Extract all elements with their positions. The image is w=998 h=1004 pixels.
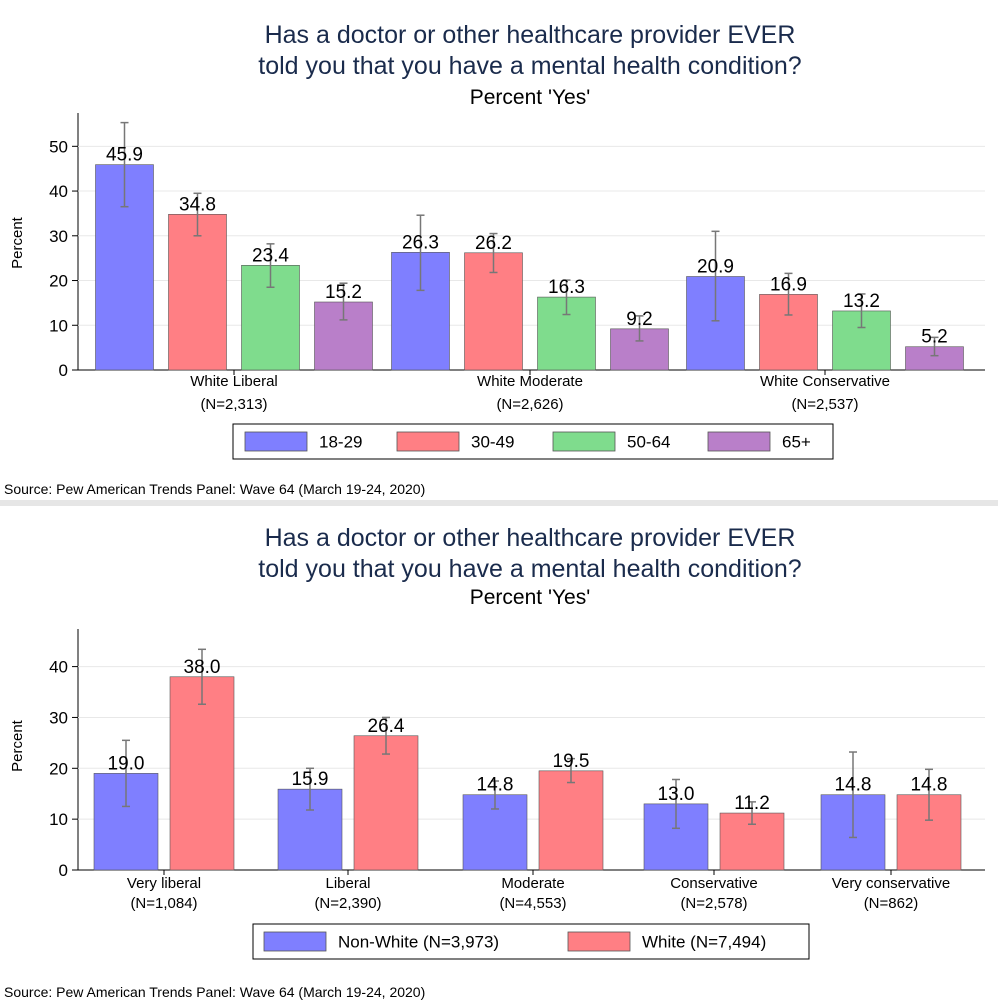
x-tick-sample-size: (N=2,578) (680, 895, 747, 912)
data-label: 19.5 (553, 751, 590, 772)
data-label: 19.0 (108, 753, 145, 774)
bar (168, 214, 227, 371)
bar (759, 294, 818, 371)
legend-label: White (N=7,494) (642, 933, 766, 952)
data-label: 11.2 (734, 793, 770, 814)
data-label: 14.8 (477, 775, 514, 796)
bar (538, 770, 604, 871)
y-tick-label: 50 (49, 137, 68, 156)
legend-swatch (244, 431, 308, 452)
data-label: 5.2 (921, 327, 947, 348)
legend-swatch (707, 431, 771, 452)
x-tick-sample-size: (N=2,626) (496, 396, 563, 413)
y-tick-label: 40 (49, 658, 68, 677)
y-tick-label: 10 (49, 810, 68, 829)
chart-panel-race: Has a doctor or other healthcare provide… (0, 506, 998, 1004)
bar-chart-age: 0 10 20 30 40 50 Percent 45.9 34.8 23.4 15.2 White … (9, 113, 985, 460)
legend-label: 18-29 (319, 433, 362, 452)
bar (719, 812, 785, 871)
y-axis-label: Percent (9, 719, 26, 772)
data-label: 20.9 (697, 257, 734, 278)
y-tick-label: 0 (59, 861, 68, 880)
data-label: 15.2 (325, 282, 362, 303)
data-label: 26.3 (402, 232, 439, 253)
x-tick-label: Very conservative (832, 875, 950, 892)
data-label: 26.4 (368, 716, 405, 737)
source-note: Source: Pew American Trends Panel: Wave … (4, 984, 426, 1000)
x-tick-sample-size: (N=2,537) (791, 396, 858, 413)
x-tick-label: White Conservative (760, 373, 890, 390)
chart-subtitle: Percent 'Yes' (469, 86, 591, 109)
data-label: 45.9 (106, 145, 143, 166)
data-label: 15.9 (292, 769, 329, 790)
chart-subtitle: Percent 'Yes' (469, 586, 591, 609)
bar-chart-race: 0 10 20 30 40 Percent 19.0 38.0 Very liberal (N=1… (9, 629, 985, 960)
y-axis-label: Percent (9, 216, 26, 269)
y-tick-label: 30 (49, 227, 68, 246)
data-label: 34.8 (179, 194, 216, 215)
legend-label: Non-White (N=3,973) (338, 933, 499, 952)
x-tick-sample-size: (N=1,084) (130, 895, 197, 912)
legend-swatch (552, 431, 616, 452)
chart-title-line2: told you that you have a mental health c… (258, 52, 802, 80)
x-tick-sample-size: (N=2,390) (314, 895, 381, 912)
data-label: 14.8 (911, 775, 948, 796)
panel-divider (0, 500, 998, 506)
data-label: 13.0 (658, 784, 695, 805)
x-tick-sample-size: (N=4,553) (499, 895, 566, 912)
data-label: 16.9 (770, 274, 807, 295)
x-tick-label: White Liberal (190, 373, 278, 390)
data-label: 38.0 (184, 657, 221, 678)
y-tick-label: 0 (59, 361, 68, 380)
y-tick-label: 40 (49, 182, 68, 201)
legend-swatch (263, 931, 327, 952)
legend-swatch (396, 431, 460, 452)
chart-title-line1: Has a doctor or other healthcare provide… (264, 524, 796, 552)
source-note: Source: Pew American Trends Panel: Wave … (4, 481, 426, 497)
x-tick-label: Very liberal (127, 875, 201, 892)
data-label: 16.3 (548, 277, 585, 298)
y-tick-label: 30 (49, 708, 68, 727)
y-tick-label: 10 (49, 316, 68, 335)
legend-label: 50-64 (627, 433, 670, 452)
x-tick-label: Conservative (670, 875, 758, 892)
data-label: 9.2 (626, 309, 652, 330)
chart-title-line1: Has a doctor or other healthcare provide… (264, 21, 796, 49)
legend-label: 65+ (782, 433, 811, 452)
chart-panel-age: Has a doctor or other healthcare provide… (0, 0, 998, 500)
data-label: 23.4 (252, 245, 289, 266)
chart-title: Has a doctor or other healthcare provide… (30, 523, 998, 585)
legend-label: 30-49 (471, 433, 514, 452)
y-tick-label: 20 (49, 272, 68, 291)
data-label: 13.2 (843, 291, 880, 312)
x-tick-label: Moderate (501, 875, 564, 892)
legend-box (252, 923, 810, 960)
bar (169, 676, 235, 871)
x-tick-label: Liberal (325, 875, 370, 892)
y-tick-label: 20 (49, 759, 68, 778)
bar (353, 735, 419, 871)
data-label: 14.8 (835, 775, 872, 796)
data-label: 26.2 (475, 233, 512, 254)
chart-title: Has a doctor or other healthcare provide… (30, 20, 998, 82)
x-tick-label: White Moderate (477, 373, 583, 390)
x-tick-sample-size: (N=862) (864, 895, 919, 912)
legend-swatch (567, 931, 631, 952)
x-tick-sample-size: (N=2,313) (200, 396, 267, 413)
chart-title-line2: told you that you have a mental health c… (258, 555, 802, 583)
